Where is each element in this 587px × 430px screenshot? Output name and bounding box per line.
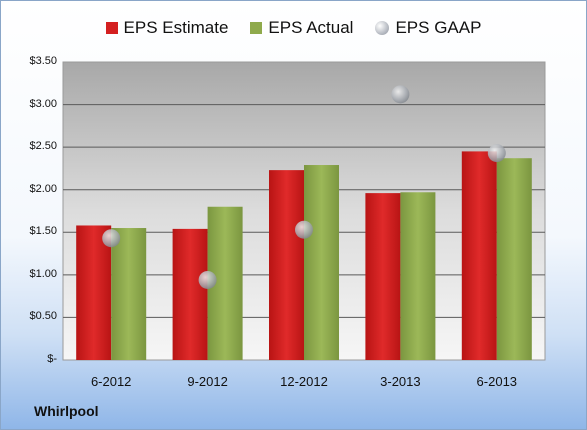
legend-label-eps-gaap: EPS GAAP [395,18,482,37]
point-eps-gaap [391,85,410,104]
company-name: Whirlpool [34,403,99,419]
point-eps-gaap [295,220,313,239]
y-tick-label: $0.50 [29,310,57,323]
y-tick-label: $- [47,353,57,365]
legend-item-eps-estimate: EPS Estimate [105,18,229,38]
point-eps-gaap [198,270,217,289]
legend-item-eps-actual: EPS Actual [250,18,353,38]
y-tick-label: $1.00 [29,267,57,280]
legend-label-eps-actual: EPS Actual [268,18,354,37]
x-tick-label: 9-2012 [187,374,228,389]
y-tick-label: $3.00 [29,97,57,110]
y-tick-label: $2.50 [29,140,57,153]
bars-group [76,151,532,360]
y-tick-label: $3.50 [29,55,57,67]
gaap-dots-group [102,85,506,289]
x-tick-label: 12-2012 [280,374,328,389]
y-tick-label: $1.50 [29,225,57,238]
bar-eps-estimate [461,151,497,360]
bar-eps-actual [304,165,339,360]
bar-eps-estimate [172,228,208,360]
point-eps-gaap [487,144,506,163]
legend-label-eps-estimate: EPS Estimate [123,18,229,37]
bar-eps-estimate [365,193,401,360]
x-tick-label: 6-2012 [90,374,132,389]
bar-eps-estimate [269,170,304,360]
legend-item-eps-gaap: EPS GAAP [375,18,481,38]
x-tick-label: 6-2013 [476,374,518,389]
y-tick-label: $2.00 [29,182,57,195]
chart-legend: EPS Estimate EPS Actual EPS GAAP [1,18,586,38]
legend-swatch-eps-gaap [375,21,390,35]
bar-eps-estimate [76,225,112,360]
bar-eps-actual [111,228,147,360]
bar-eps-actual [496,158,532,360]
point-eps-gaap [102,229,121,248]
legend-swatch-eps-actual [250,22,263,34]
x-tick-label: 3-2013 [380,374,421,389]
bar-eps-actual [400,192,436,360]
legend-swatch-eps-estimate [105,22,118,34]
